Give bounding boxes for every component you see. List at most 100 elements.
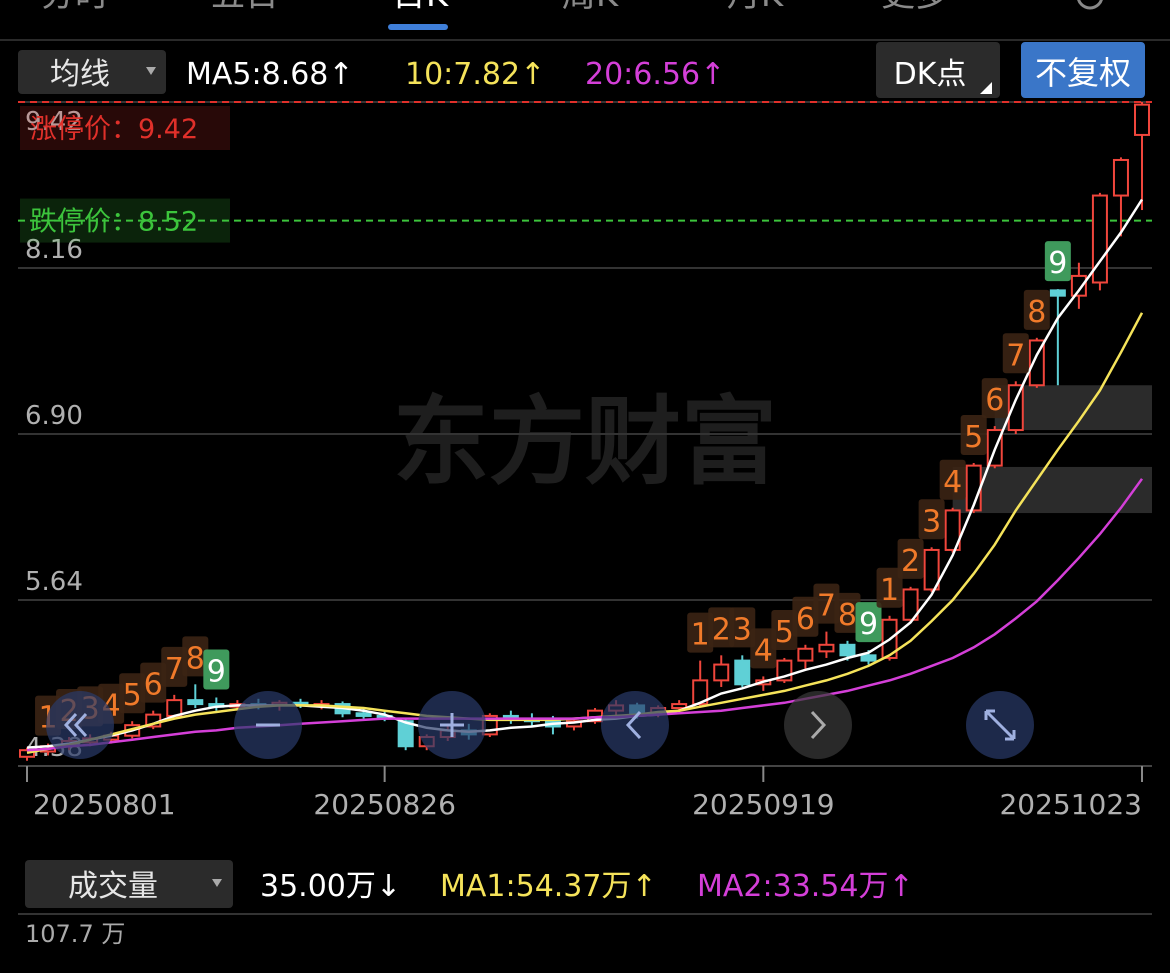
tab[interactable]: 更多 (881, 0, 949, 15)
nav-button[interactable] (601, 691, 669, 759)
candle-body (797, 647, 814, 662)
sequence-box (203, 649, 230, 690)
ma-dropdown[interactable] (18, 50, 166, 94)
legend-entry: 20:6.56↑ (585, 57, 725, 92)
tab[interactable]: 周K (562, 0, 620, 15)
limit-label-box (20, 198, 230, 243)
nav-icon (63, 712, 88, 738)
sequence-label: 8 (186, 641, 205, 676)
tab-bar: 分时 五日 日K 周K 月K 更多 (41, 0, 949, 15)
limit-label-value: 9.42 (138, 114, 198, 145)
x-tick-label: 20250801 (33, 788, 176, 821)
tab[interactable]: 五日 (211, 0, 279, 15)
sequence-label: 9 (1048, 246, 1067, 281)
volume-ma2: MA2:33.54万↑ (697, 869, 914, 904)
sequence-box (687, 612, 714, 653)
sequence-label: 1 (691, 618, 710, 653)
nav-icon (440, 713, 464, 737)
dk-button-label: DK点 (894, 57, 967, 92)
sequence-box (876, 567, 903, 608)
candle-body (818, 643, 835, 653)
sequence-box (1002, 333, 1029, 374)
limit-label-value: 8.52 (138, 207, 198, 238)
candle-body (902, 588, 919, 621)
volume-dropdown[interactable] (25, 860, 233, 908)
candle-body (1134, 103, 1150, 136)
sequence-box (855, 602, 882, 643)
sequence-box (897, 538, 924, 579)
candle-body (1091, 194, 1108, 284)
nav-button[interactable] (784, 691, 852, 759)
x-tick-label: 20250919 (692, 788, 835, 821)
sequence-label: 4 (754, 633, 773, 668)
candle-body (713, 663, 730, 682)
volume-axis-label: 107.7 万 (25, 920, 125, 948)
corner-mark (980, 82, 992, 94)
sequence-label: 3 (922, 504, 941, 539)
volume-ma1: MA1:54.37万↑ (440, 869, 657, 904)
candle-body (1049, 289, 1066, 297)
settings-icon[interactable] (1077, 0, 1103, 10)
tab[interactable]: 分时 (41, 0, 109, 15)
limit-label-text: 涨停价： (30, 114, 138, 145)
sequence-box (708, 607, 735, 648)
legend-entry: 10:7.82↑ (405, 57, 545, 92)
sequence-box (960, 414, 987, 455)
dk-button[interactable] (876, 42, 1000, 98)
sequence-box (918, 499, 945, 540)
sequence-box (119, 673, 146, 714)
sequence-box (140, 662, 167, 703)
nav-button[interactable] (46, 691, 114, 759)
sequence-label: 1 (880, 573, 899, 608)
sequence-box (813, 583, 840, 624)
sequence-label: 8 (838, 598, 857, 633)
sequence-box (939, 459, 966, 500)
volume-current: 35.00万↓ (260, 869, 401, 904)
ma-line (26, 198, 1144, 749)
y-tick-label: 5.64 (25, 567, 83, 597)
nav-icon (810, 710, 827, 740)
sequence-label: 7 (817, 589, 836, 624)
sequence-label: 6 (144, 668, 163, 703)
sequence-label: 7 (165, 652, 184, 687)
tab-indicator (388, 24, 448, 30)
sequence-box (771, 609, 798, 650)
sequence-label: 9 (207, 654, 226, 689)
sequence-box (981, 378, 1008, 419)
y-tick-label: 9.42 (25, 107, 83, 137)
sequence-label: 2 (901, 544, 920, 579)
limit-label: 涨停价：9.42 (30, 114, 198, 145)
sequence-box (834, 592, 861, 633)
sequence-label: 8 (1027, 295, 1046, 330)
candle-body (187, 699, 204, 706)
sequence-box (729, 607, 756, 648)
sequence-label: 7 (1006, 338, 1025, 373)
sequence-box (1044, 241, 1071, 282)
sequence-label: 3 (733, 612, 752, 647)
candle-body (944, 509, 961, 551)
x-tick-label: 20251023 (999, 788, 1142, 821)
candle-body (671, 703, 688, 710)
sequence-label: 9 (859, 607, 878, 642)
candle-body (1070, 274, 1087, 297)
sequence-box (1023, 289, 1050, 330)
sequence-box (792, 596, 819, 637)
candle-body (1007, 384, 1024, 432)
dropdown-arrow (146, 67, 156, 75)
sequence-box (161, 646, 188, 687)
candle-body (839, 643, 856, 657)
ma-dropdown-label: 均线 (50, 57, 110, 92)
candle-body (923, 548, 940, 591)
limit-label: 跌停价：8.52 (30, 207, 198, 238)
x-tick-label: 20250826 (313, 788, 456, 821)
adjust-button[interactable] (1021, 42, 1145, 98)
tab[interactable]: 月K (727, 0, 785, 15)
sequence-label: 2 (712, 612, 731, 647)
y-tick-label: 8.16 (25, 235, 83, 265)
tab-active[interactable]: 日K (392, 0, 450, 15)
volume-dropdown-label: 成交量 (68, 869, 158, 904)
sequence-label: 6 (796, 602, 815, 637)
sequence-box (182, 636, 209, 677)
